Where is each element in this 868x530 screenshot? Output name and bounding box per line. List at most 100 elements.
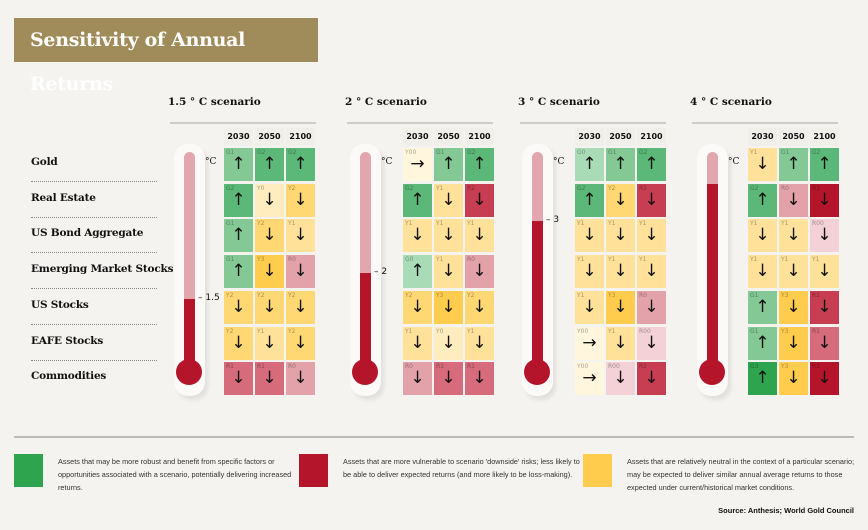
cell-code: R3 [812,363,820,371]
arrow-down-icon: Y3 ↓ [606,290,635,324]
arrow-up-icon: G2 ↑ [255,148,284,181]
cell-arrow: ↓ [410,296,425,317]
arrow-down-icon: Y1 ↓ [465,219,494,253]
cell-arrow: ↓ [644,189,659,210]
cell-arrow: ↓ [582,225,597,246]
cell-arrow: ↓ [644,261,659,282]
cell-code: Y2 [257,291,265,299]
row-label-gold: Gold [31,156,58,168]
cell-arrow: ↑ [231,225,246,246]
cell-arrow: ↓ [472,332,487,353]
cell-arrow: ↓ [613,261,628,282]
arrow-down-icon: Y1 ↓ [606,255,635,289]
arrow-up-icon: G2 ↑ [810,148,839,181]
cell-code: Y2 [288,327,296,335]
cell-code: R1 [812,327,820,335]
cell-arrow: ↓ [262,225,277,246]
arrow-up-icon: G2 ↑ [224,183,253,217]
cell-arrow: ↓ [817,261,832,282]
arrow-down-icon: Y1 ↓ [606,219,635,253]
arrow-down-icon: Y1 ↓ [403,326,432,360]
cell-code: Y1 [405,327,413,335]
cell-arrow: ↑ [755,296,770,317]
arrow-up-icon: G1 ↑ [748,326,777,360]
cell-arrow: ↑ [644,154,659,174]
year-header-2100: 2100 [465,128,494,146]
cell-arrow: ↑ [613,154,628,174]
cell-code: G2 [257,149,266,156]
cell-code: R3 [812,184,820,192]
arrow-up-icon: G1 ↑ [224,255,253,289]
row-label-real-estate: Real Estate [31,191,96,204]
cell-arrow: ↓ [293,332,308,353]
thermometer-bulb [176,359,202,385]
arrow-down-icon: Y1 ↓ [637,255,666,289]
cell-arrow: ↓ [293,189,308,210]
arrow-down-icon: Y1 ↓ [810,255,839,289]
thermometer-level [532,221,543,368]
arrow-down-icon: R1 ↓ [810,326,839,360]
cell-code: Y3 [436,291,444,299]
row-label-commodities: Commodities [31,370,107,383]
celsius-label: °C [728,157,740,167]
arrow-up-icon: G2 ↑ [637,148,666,181]
cell-code: G1 [226,149,235,156]
year-header-2050: 2050 [606,128,635,146]
cell-code: Y1 [436,220,444,228]
cell-code: Y1 [608,220,616,228]
arrow-up-icon: G1 ↑ [434,148,463,181]
cell-arrow: ↓ [817,368,832,389]
arrow-down-icon: Y2 ↓ [403,290,432,324]
cell-arrow: ↓ [817,332,832,353]
cell-arrow: ↓ [644,225,659,246]
scenario-rule [170,122,316,124]
cell-code: G1 [781,149,790,156]
cell-code: R0 [288,363,296,371]
arrow-down-icon: Y2 ↓ [286,183,315,217]
thermometer-level [184,298,195,368]
scenario-rule [692,122,838,124]
thermometer-bulb [352,359,378,385]
arrow-down-icon: Y3 ↓ [779,362,808,396]
year-header-2100: 2100 [286,128,315,146]
cell-arrow: ↑ [582,154,597,174]
cell-code: Y2 [257,220,265,228]
cell-arrow: ↑ [786,154,801,174]
cell-code: Y1 [639,220,647,228]
year-header-2100: 2100 [810,128,839,146]
cell-arrow: ↓ [231,368,246,389]
row-label-emerging-market-stocks: Emerging Market Stocks [31,263,174,276]
cell-code: Y3 [608,291,616,299]
thermometer-tube [184,152,195,368]
arrow-down-icon: Y2 ↓ [255,290,284,324]
cell-code: R0 [288,256,296,264]
row-divider [31,288,157,290]
year-header-2050: 2050 [255,128,284,146]
cell-arrow: ↑ [441,154,456,174]
arrow-up-icon: G0 ↑ [575,148,604,181]
cell-code: G1 [226,256,235,264]
celsius-label: °C [205,157,217,167]
row-label-eafe-stocks: EAFE Stocks [31,334,104,347]
arrow-down-icon: Y1 ↓ [403,219,432,253]
cell-arrow: ↓ [786,225,801,246]
thermometer-bulb [699,359,725,385]
cell-arrow: ↓ [582,261,597,282]
cell-code: Y1 [750,220,758,228]
arrow-down-icon: R0 ↓ [403,362,432,396]
cell-code: Y1 [467,220,475,228]
cell-code: Y1 [781,220,789,228]
year-header-2030: 2030 [575,128,604,146]
arrow-right-icon: Y00 → [575,326,604,360]
arrow-down-icon: Y1 ↓ [779,219,808,253]
arrow-down-icon: R2 ↓ [637,362,666,396]
cell-arrow: ↓ [786,296,801,317]
scenario-rule [520,122,666,124]
cell-arrow: ↓ [472,189,487,210]
temperature-marker: – 2 [374,266,388,277]
arrow-down-icon: R00 ↓ [810,219,839,253]
cell-arrow: ↑ [262,154,277,174]
cell-arrow: ↓ [231,332,246,353]
cell-code: G2 [812,149,821,156]
arrow-down-icon: R0 ↓ [286,255,315,289]
